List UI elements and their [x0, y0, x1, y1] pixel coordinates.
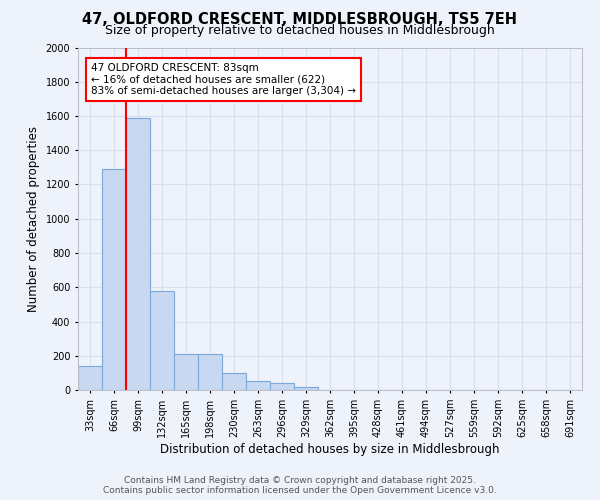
Y-axis label: Number of detached properties: Number of detached properties	[27, 126, 40, 312]
Bar	[246, 382, 270, 390]
Bar	[270, 383, 294, 390]
Bar	[222, 373, 246, 390]
X-axis label: Distribution of detached houses by size in Middlesbrough: Distribution of detached houses by size …	[160, 442, 500, 456]
Text: 47, OLDFORD CRESCENT, MIDDLESBROUGH, TS5 7EH: 47, OLDFORD CRESCENT, MIDDLESBROUGH, TS5…	[83, 12, 517, 28]
Text: Size of property relative to detached houses in Middlesbrough: Size of property relative to detached ho…	[105, 24, 495, 37]
Bar	[126, 118, 150, 390]
Bar	[294, 388, 318, 390]
Text: 47 OLDFORD CRESCENT: 83sqm
← 16% of detached houses are smaller (622)
83% of sem: 47 OLDFORD CRESCENT: 83sqm ← 16% of deta…	[91, 63, 356, 96]
Bar	[150, 290, 174, 390]
Bar	[78, 366, 102, 390]
Bar	[102, 169, 126, 390]
Bar	[174, 354, 198, 390]
Text: Contains HM Land Registry data © Crown copyright and database right 2025.
Contai: Contains HM Land Registry data © Crown c…	[103, 476, 497, 495]
Bar	[198, 354, 222, 390]
